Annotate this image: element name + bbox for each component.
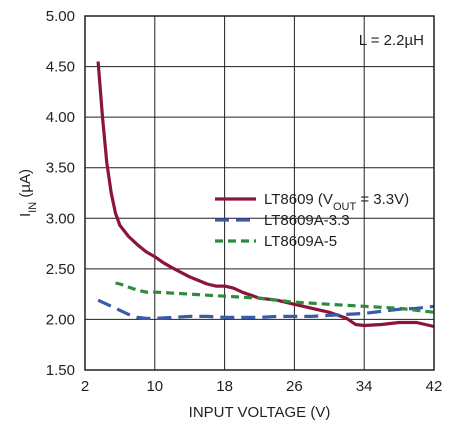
series-line-lt8609a-5: [115, 281, 435, 314]
x-tick-label: 18: [216, 378, 233, 395]
y-axis-label-rest: (µA): [17, 169, 34, 202]
legend-label: LT8609A-5: [264, 233, 337, 250]
y-tick-label: 5.00: [46, 8, 75, 25]
y-tick-label: 4.50: [46, 59, 75, 76]
legend: LT8609 (VOUT = 3.3V)LT8609A-3.3 LT8609A-5: [215, 191, 409, 250]
y-tick-label: 3.00: [46, 210, 75, 227]
plot-frame: [84, 15, 435, 371]
grid: [85, 16, 434, 370]
y-tick-label: 3.50: [46, 160, 75, 177]
inductance-annotation: L = 2.2µH: [359, 32, 424, 49]
tick-labels: 2 10 18 26 34 42 1.50 2.00 2.50 3.00 3.50 4.00 4.50 5…: [46, 8, 443, 395]
y-tick-label: 1.50: [46, 362, 75, 379]
series-line-lt8609a-3-3: [97, 298, 435, 320]
series-line-lt8609-vout-3-3v: [96, 61, 435, 329]
x-tick-label: 42: [426, 378, 443, 395]
y-axis-label: IIN (µA): [17, 169, 39, 217]
legend-label: LT8609 (VOUT = 3.3V): [264, 191, 409, 213]
x-tick-label: 2: [81, 378, 89, 395]
x-tick-label: 34: [356, 378, 373, 395]
x-tick-label: 10: [146, 378, 163, 395]
y-tick-label: 4.00: [46, 109, 75, 126]
y-tick-label: 2.50: [46, 261, 75, 278]
x-tick-label: 26: [286, 378, 303, 395]
series-lines: [96, 61, 435, 329]
y-tick-label: 2.00: [46, 311, 75, 328]
y-axis-label-sub: IN: [27, 202, 39, 213]
y-axis-label-main: I: [17, 213, 34, 217]
legend-label: LT8609A-3.3: [264, 212, 350, 229]
x-axis-label: INPUT VOLTAGE (V): [189, 404, 331, 421]
